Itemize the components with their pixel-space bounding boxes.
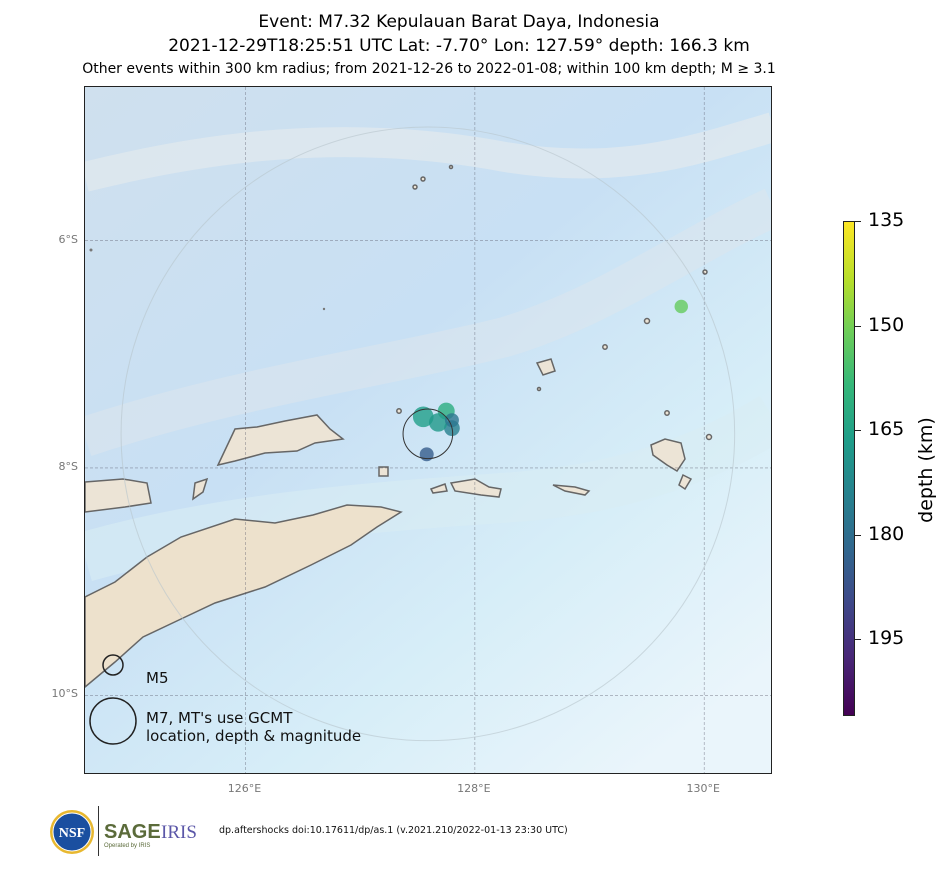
- aftershock-event: [412, 406, 434, 428]
- island-small: [678, 473, 693, 491]
- legend-m5-label: M5: [146, 669, 169, 687]
- depth-colorbar: [843, 221, 855, 716]
- colorbar-tick-label: 195: [868, 627, 905, 650]
- islet: [89, 248, 93, 252]
- island-wetar: [216, 414, 345, 467]
- colorbar-title: depth (km): [915, 417, 937, 523]
- islet: [448, 164, 454, 170]
- colorbar-tick: [855, 534, 861, 536]
- colorbar-tick-label: 165: [868, 418, 905, 441]
- legend-m5-circle: [102, 654, 124, 676]
- event-markers: [412, 299, 688, 462]
- islet: [322, 307, 326, 311]
- seismicity-map: [84, 86, 772, 774]
- sage-logo-text: SAGE: [104, 821, 161, 843]
- island-alor: [85, 478, 152, 513]
- island-babar: [650, 438, 686, 473]
- iris-logo-text: IRIS: [161, 822, 197, 843]
- legend-m7-label-line1: M7, MT's use GCMT: [146, 709, 293, 727]
- colorbar-tick-label: 135: [868, 209, 905, 231]
- islet: [705, 433, 713, 441]
- logo-divider: [98, 806, 99, 856]
- colorbar-tick: [855, 221, 861, 222]
- seafloor-ridge: [85, 188, 771, 456]
- island-damar: [535, 358, 556, 376]
- sage-sub-text: Operated by IRIS: [104, 843, 150, 849]
- legend-m7-circle: [89, 697, 137, 745]
- longitude-tick-label: 126°E: [227, 782, 262, 795]
- latitude-tick-label: 10°S: [51, 687, 78, 701]
- sage-iris-logo: SAGE IRIS Operated by IRIS: [104, 821, 197, 849]
- islet: [602, 344, 608, 350]
- latitude-tick-label: 8°S: [58, 459, 78, 473]
- longitude-tick-label: 128°E: [457, 782, 491, 795]
- aftershock-event: [444, 413, 459, 428]
- map-canvas: [85, 87, 771, 773]
- latitude-tick-label: 6°S: [58, 232, 78, 246]
- islet: [643, 317, 651, 325]
- islet: [420, 176, 426, 182]
- colorbar-tick: [855, 639, 861, 641]
- island-leti: [429, 483, 448, 494]
- island-kisar: [378, 466, 389, 477]
- colorbar-tick-label: 150: [868, 313, 905, 336]
- aftershock-event: [419, 447, 434, 462]
- island-moa: [449, 478, 502, 498]
- island-sermata: [552, 484, 591, 496]
- colorbar-tick: [855, 430, 861, 432]
- longitude-tick-label: 130°E: [686, 782, 720, 795]
- sea-background: [85, 87, 771, 773]
- islet: [702, 269, 708, 275]
- map-title-criteria: Other events within 300 km radius; from …: [82, 61, 776, 77]
- colorbar-tick-label: 180: [868, 522, 905, 545]
- aftershock-event: [674, 299, 688, 314]
- legend-m7-label-line2: location, depth & magnitude: [146, 727, 362, 745]
- map-title-event: Event: M7.32 Kepulauan Barat Daya, Indon…: [258, 12, 660, 32]
- islet: [664, 410, 670, 416]
- citation-text: dp.aftershocks doi:10.17611/dp/as.1 (v.2…: [219, 825, 568, 836]
- island-timor: [85, 504, 403, 688]
- nsf-logo-text: NSF: [59, 826, 85, 841]
- colorbar-tick: [855, 325, 861, 327]
- map-title-origin: 2021-12-29T18:25:51 UTC Lat: -7.70° Lon:…: [168, 36, 750, 56]
- island-small: [192, 477, 209, 501]
- seafloor-ridge: [85, 112, 771, 192]
- islet: [412, 184, 418, 190]
- nsf-logo: NSF: [50, 810, 94, 854]
- mainshock-marker: [402, 408, 454, 460]
- search-radius-circle: [120, 126, 736, 742]
- islet: [536, 386, 542, 392]
- islet: [396, 408, 402, 414]
- aftershock-event: [428, 413, 448, 432]
